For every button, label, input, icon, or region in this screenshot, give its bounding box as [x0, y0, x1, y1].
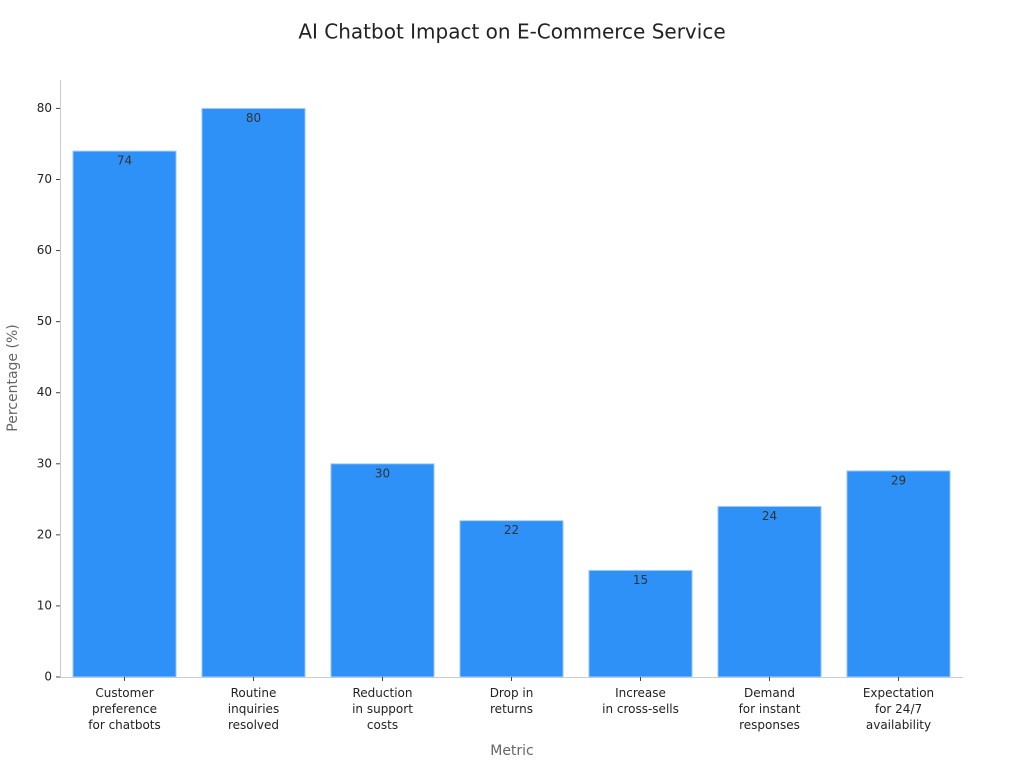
x-tick-label: Routine inquiries resolved	[228, 686, 279, 732]
x-tick-label-line: responses	[739, 718, 800, 732]
bar	[588, 569, 693, 678]
x-tick-label-line: for 24/7	[875, 702, 922, 716]
x-tick-label-line: for chatbots	[88, 718, 161, 732]
y-tick-label: 60	[37, 243, 52, 257]
x-tick-label-line: resolved	[228, 718, 279, 732]
value-label: 15	[633, 573, 648, 587]
bar	[72, 150, 177, 678]
x-tick-label: Demand for instant responses	[739, 686, 801, 732]
x-tick-label: Increase in cross-sells	[602, 686, 679, 716]
bar	[330, 463, 435, 678]
x-axis-label: Metric	[490, 743, 534, 759]
y-tick-label: 30	[37, 456, 52, 470]
x-tick-label: Drop in returns	[490, 686, 534, 716]
y-tick-label: 40	[37, 385, 52, 399]
x-tick-label-line: Demand	[744, 686, 795, 700]
y-axis-label: Percentage (%)	[5, 324, 21, 431]
x-tick-label-line: availability	[866, 718, 931, 732]
x-tick-label-line: Drop in	[490, 686, 534, 700]
y-tick-label: 80	[37, 101, 52, 115]
x-tick-label-line: for instant	[739, 702, 801, 716]
y-tick-label: 50	[37, 314, 52, 328]
x-tick-label-line: Routine	[231, 686, 277, 700]
y-tick-label: 70	[37, 172, 52, 186]
value-label: 29	[891, 473, 906, 487]
value-label: 22	[504, 523, 519, 537]
y-tick-label: 10	[37, 598, 52, 612]
x-tick-label-line: Reduction	[353, 686, 413, 700]
value-label: 74	[117, 154, 132, 168]
x-tick-label-line: Customer	[95, 686, 153, 700]
x-tick-label-line: costs	[367, 718, 398, 732]
x-tick-label-line: Increase	[615, 686, 666, 700]
value-label: 80	[246, 111, 261, 125]
x-tick-label-line: in cross-sells	[602, 702, 679, 716]
x-tick-label: Expectation for 24/7 availability	[863, 686, 934, 732]
value-label: 30	[375, 466, 390, 480]
chart-title: AI Chatbot Impact on E-Commerce Service	[298, 20, 725, 44]
x-tick-label: Reduction in support costs	[352, 686, 413, 732]
bar	[201, 107, 306, 678]
value-label: 24	[762, 509, 777, 523]
x-tick-label: Customer preference for chatbots	[88, 686, 161, 732]
x-tick-label-line: returns	[490, 702, 533, 716]
x-tick-label-line: inquiries	[228, 702, 279, 716]
bar	[717, 505, 822, 678]
bar	[459, 520, 564, 678]
x-tick-label-line: preference	[92, 702, 157, 716]
x-tick-label-line: in support	[352, 702, 413, 716]
bar	[846, 470, 951, 678]
x-tick-label-line: Expectation	[863, 686, 934, 700]
y-tick-label: 0	[44, 670, 52, 684]
y-tick-label: 20	[37, 527, 52, 541]
